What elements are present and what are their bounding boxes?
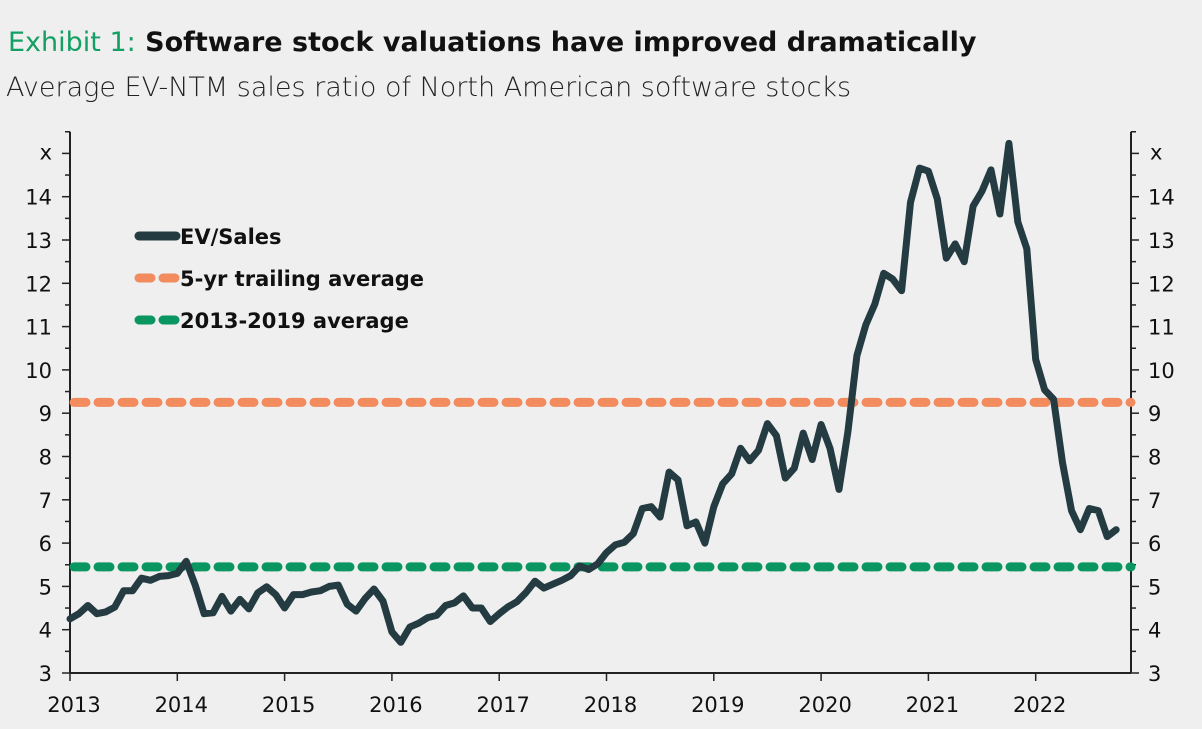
y-tick-label-right: 10 [1148, 359, 1175, 383]
y-tick-label-left: 4 [39, 619, 52, 643]
y-tick-label-right: 13 [1148, 229, 1175, 253]
y-tick-label-right: 12 [1148, 272, 1175, 296]
x-tick-label: 2016 [369, 693, 422, 717]
y-tick-label-right: 14 [1148, 186, 1175, 210]
legend: EV/Sales 5-yr trailing average 2013-2019 a… [134, 225, 424, 333]
y-tick-label-left: 8 [39, 446, 52, 470]
y-unit-label-right: x [1150, 140, 1162, 164]
x-tick-label: 2021 [906, 693, 959, 717]
y-tick-label-left: 3 [39, 662, 52, 686]
y-tick-label-right: 6 [1148, 532, 1161, 556]
y-tick-label-right: 11 [1148, 316, 1175, 340]
y-tick-label-left: 6 [39, 532, 52, 556]
y-tick-label-right: 7 [1148, 489, 1161, 513]
exhibit-label: Exhibit 1: [8, 27, 136, 58]
y-tick-label-right: 8 [1148, 446, 1161, 470]
x-tick-label: 2020 [798, 693, 851, 717]
y-tick-label-left: 12 [25, 272, 52, 296]
x-tick-label: 2013 [47, 693, 100, 717]
series-layer [66, 139, 1120, 646]
reference-lines [69, 397, 1136, 572]
x-tick-label: 2015 [262, 693, 315, 717]
y-tick-label-left: 7 [39, 489, 52, 513]
y-tick-label-left: 5 [39, 575, 52, 599]
y-tick-label-left: 11 [25, 316, 52, 340]
y-tick-label-right: 4 [1148, 619, 1161, 643]
y-tick-label-left: 9 [39, 402, 52, 426]
y-tick-label-left: 14 [25, 186, 52, 210]
x-tick-label: 2017 [476, 693, 529, 717]
y-tick-label-left: 10 [25, 359, 52, 383]
chart-title: Exhibit 1: Software stock valuations hav… [8, 27, 977, 58]
legend-ev-sales-label: EV/Sales [180, 225, 282, 249]
y-tick-label-right: 5 [1148, 575, 1161, 599]
title-text: Software stock valuations have improved … [145, 27, 977, 58]
legend-trailing-average-label: 5-yr trailing average [180, 267, 424, 291]
x-tick-label: 2019 [691, 693, 744, 717]
x-tick-label: 2014 [155, 693, 208, 717]
y-tick-label-left: 13 [25, 229, 52, 253]
x-tick-label: 2022 [1013, 693, 1066, 717]
ev-sales-line [66, 139, 1120, 646]
y-tick-label-right: 3 [1148, 662, 1161, 686]
y-unit-label-left: x [40, 140, 52, 164]
legend-longrun-average-label: 2013-2019 average [180, 309, 409, 333]
x-tick-label: 2018 [584, 693, 637, 717]
chart-subtitle: Average EV-NTM sales ratio of North Amer… [6, 72, 851, 103]
axes: 3 3 4 4 5 5 6 6 7 7 8 8 9 9 10 10 11 11 12 12 13 13 14 14 x x 2013… [25, 131, 1175, 717]
y-tick-label-right: 9 [1148, 402, 1161, 426]
